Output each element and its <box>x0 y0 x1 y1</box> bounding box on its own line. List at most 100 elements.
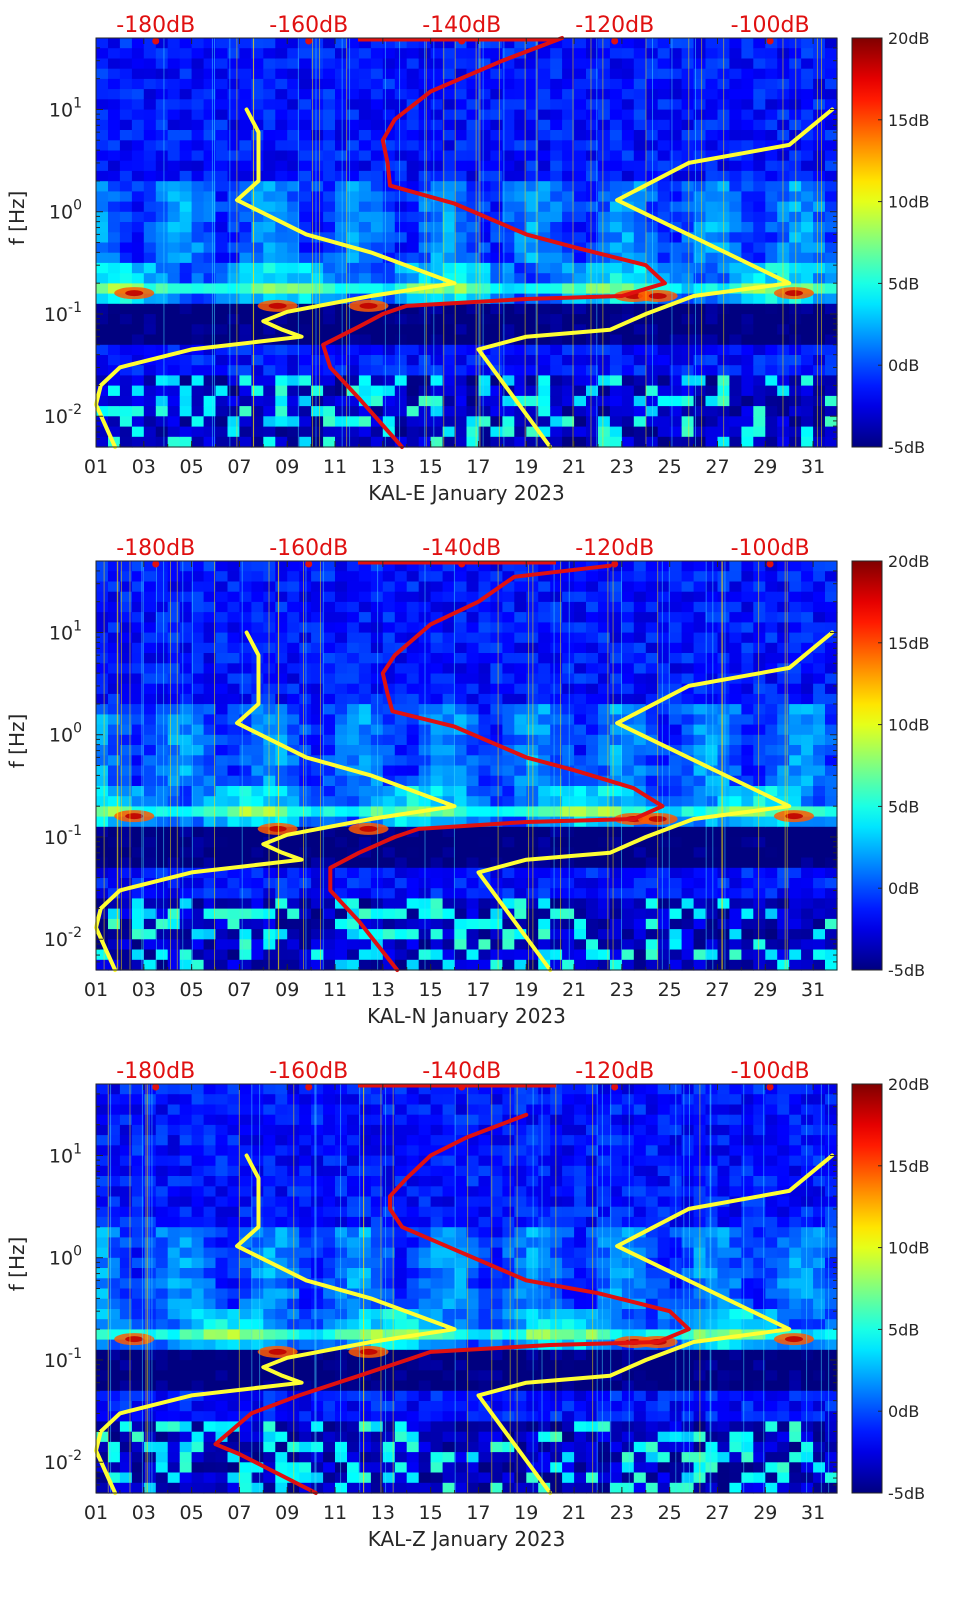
heatmap-cell <box>179 847 193 859</box>
heatmap-cell <box>275 612 288 623</box>
heatmap-cell <box>96 283 109 295</box>
heatmap-cell <box>442 601 456 613</box>
heatmap-cell <box>347 888 360 899</box>
heatmap-cell <box>143 663 157 675</box>
heatmap-cell <box>633 68 647 80</box>
heatmap-cell <box>299 426 312 438</box>
heatmap-cell <box>729 816 742 828</box>
heatmap-cell <box>239 344 252 356</box>
heatmap-cell <box>179 714 193 726</box>
heatmap-cell <box>705 693 719 705</box>
heatmap-cell <box>311 406 324 417</box>
heatmap-cell <box>466 130 480 141</box>
heatmap-cell <box>562 68 575 80</box>
heatmap-cell <box>215 293 229 305</box>
heatmap-cell <box>215 170 229 182</box>
heatmap-cell <box>502 806 515 818</box>
heatmap-cell <box>478 314 492 325</box>
heatmap-cell <box>275 426 288 438</box>
heatmap-cell <box>406 48 420 59</box>
heatmap-cell <box>323 571 336 582</box>
heatmap-cell <box>227 344 241 356</box>
heatmap-cell <box>358 918 372 930</box>
heatmap-cell <box>275 170 288 182</box>
heatmap-cell <box>526 68 539 80</box>
heatmap-cell <box>621 273 635 284</box>
heatmap-cell <box>466 837 480 848</box>
heatmap-cell <box>96 591 109 603</box>
heatmap-cell <box>394 683 408 695</box>
heatmap-cell <box>598 867 611 879</box>
heatmap-cell <box>227 786 241 797</box>
heatmap-cell <box>143 211 157 223</box>
heatmap-cell <box>275 775 288 787</box>
heatmap-cell <box>382 632 396 644</box>
heatmap-cell <box>119 68 133 80</box>
heatmap-cell <box>693 426 707 438</box>
heatmap-cell <box>406 130 420 141</box>
heatmap-cell <box>239 273 252 284</box>
heatmap-cell <box>801 395 814 407</box>
heatmap-cell <box>825 344 838 356</box>
heatmap-cell <box>119 673 133 685</box>
heatmap-cell <box>131 826 145 838</box>
heatmap-cell <box>323 837 336 848</box>
heatmap-cell <box>621 160 635 172</box>
heatmap-cell <box>657 571 671 582</box>
heatmap-cell <box>645 601 659 613</box>
heatmap-cell <box>143 48 157 59</box>
heatmap-cell <box>215 48 229 59</box>
heatmap-cell <box>275 929 288 940</box>
heatmap-cell <box>633 622 647 634</box>
heatmap-cell <box>358 591 372 603</box>
heatmap-cell <box>96 109 109 121</box>
heatmap-cell <box>155 160 169 172</box>
heatmap-cell <box>323 130 336 141</box>
heatmap-cell <box>442 898 456 910</box>
heatmap-cell <box>96 704 109 715</box>
heatmap-cell <box>502 119 515 131</box>
heatmap-cell <box>167 775 181 787</box>
heatmap-cell <box>645 898 659 910</box>
heatmap-cell <box>311 601 324 613</box>
heatmap-cell <box>574 847 587 859</box>
heatmap-cell <box>143 826 157 838</box>
heatmap-cell <box>466 150 480 162</box>
heatmap-cell <box>777 334 790 346</box>
heatmap-cell <box>442 857 456 869</box>
heatmap-cell <box>514 591 527 603</box>
heatmap-cell <box>669 181 683 192</box>
heatmap-cell <box>442 303 456 315</box>
heatmap-cell <box>813 293 826 305</box>
heatmap-cell <box>335 724 348 736</box>
heatmap-cell <box>335 303 348 315</box>
heatmap-cell <box>777 160 790 172</box>
heatmap-cell <box>179 888 193 899</box>
heatmap-cell <box>442 867 456 879</box>
heatmap-cell <box>335 908 348 920</box>
heatmap-cell <box>143 561 157 572</box>
heatmap-cell <box>119 908 133 920</box>
heatmap-cell <box>131 58 145 70</box>
heatmap-cell <box>108 632 121 644</box>
heatmap-cell <box>203 929 217 940</box>
heatmap-cell <box>825 201 838 213</box>
heatmap-cell <box>609 130 623 141</box>
heatmap-cell <box>645 653 659 664</box>
heatmap-cell <box>263 181 276 192</box>
heatmap-cell <box>347 857 360 869</box>
heatmap-cell <box>657 837 671 848</box>
heatmap-cell <box>275 734 288 746</box>
heatmap-cell <box>681 786 695 797</box>
heatmap-cell <box>203 170 217 182</box>
heatmap-cell <box>335 99 348 111</box>
heatmap-cell <box>406 857 420 869</box>
heatmap-cell <box>191 653 205 664</box>
heatmap-cell <box>574 191 587 203</box>
heatmap-cell <box>550 653 563 664</box>
heatmap-cell <box>406 160 420 172</box>
heatmap-cell <box>370 395 384 407</box>
heatmap-cell <box>514 314 527 325</box>
heatmap-cell <box>311 939 324 951</box>
heatmap-cell <box>96 837 109 848</box>
